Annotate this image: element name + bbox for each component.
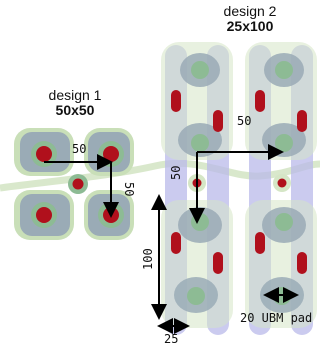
design1-pad-top-right (84, 128, 134, 176)
design1-size-label: 50x50 (55, 102, 95, 118)
design1-array: 50 50 (14, 128, 136, 240)
design2-pitch-left-label: 50 (169, 166, 183, 180)
design1-pad-top-left (14, 128, 74, 176)
design2-vias (171, 90, 307, 274)
design2-width-label: 25 (164, 332, 178, 346)
design2-title-block: design 2 25x100 (195, 4, 305, 34)
design2-height-label: 100 (141, 248, 155, 270)
design2-pitch-top-label: 50 (237, 114, 251, 128)
design1-pad-bottom-left (14, 190, 74, 240)
design1-title: design 1 (48, 87, 102, 103)
design2-size-label: 25x100 (226, 18, 274, 34)
design1-title-block: design 1 50x50 (20, 88, 130, 118)
design2-array: 50 50 100 25 20 UBM pad (141, 42, 317, 346)
design2-ubm-pad-label: 20 UBM pad (240, 311, 312, 325)
design2-title: design 2 (223, 3, 277, 19)
design1-pitch-horizontal-label: 50 (72, 142, 86, 156)
design1-pad-bottom-right (84, 190, 134, 240)
design1-pitch-vertical-label: 50 (122, 182, 136, 196)
design1-center-via (68, 174, 88, 194)
